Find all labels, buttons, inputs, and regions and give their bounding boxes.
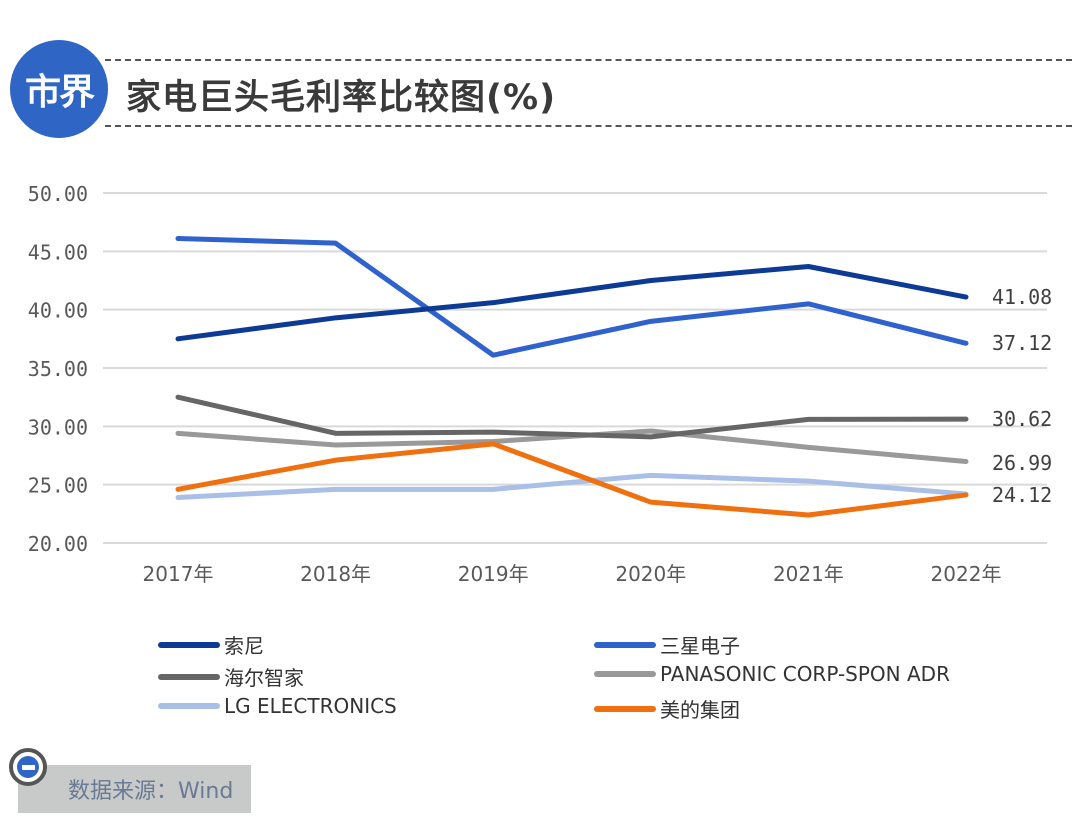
legend-label: 索尼 — [224, 634, 264, 658]
brand-logo-text: 市界 — [24, 72, 95, 113]
series-line — [175, 441, 969, 518]
header-divider-top — [105, 59, 1072, 61]
legend-swatch — [158, 641, 220, 648]
header-divider-bottom — [105, 125, 1072, 127]
legend-label: LG ELECTRONICS — [224, 694, 397, 718]
legend-label: 海尔智家 — [224, 666, 304, 690]
legend-label: PANASONIC CORP-SPON ADR — [660, 662, 950, 686]
end-data-label: 24.12 — [992, 483, 1052, 507]
legend-label: 三星电子 — [660, 634, 740, 658]
brand-logo: 市界 — [10, 40, 108, 138]
series-line — [175, 472, 969, 500]
y-tick-label: 45.00 — [28, 240, 88, 264]
legend-item: PANASONIC CORP-SPON ADR — [594, 662, 950, 686]
end-data-label: 37.12 — [992, 331, 1052, 355]
chart-title: 家电巨头毛利率比较图(%) — [126, 78, 557, 118]
y-tick-label: 50.00 — [28, 182, 88, 206]
x-tick-label: 2018年 — [300, 562, 371, 586]
x-tick-label: 2019年 — [458, 562, 529, 586]
legend-label: 美的集团 — [660, 698, 740, 722]
legend-item: LG ELECTRONICS — [158, 694, 397, 718]
legend-swatch — [158, 673, 220, 680]
y-tick-label: 35.00 — [28, 357, 88, 381]
legend-item: 海尔智家 — [158, 662, 304, 691]
legend-swatch — [594, 671, 656, 677]
series-line — [175, 394, 969, 440]
chart-legend: 索尼 三星电子海尔智家 PANASONIC CORP-SPON ADR LG ELEC… — [158, 630, 1008, 726]
legend-swatch — [594, 641, 656, 648]
legend-swatch — [594, 705, 656, 712]
source-info-icon-inner — [17, 756, 39, 778]
data-source-text: 数据来源：Wind — [68, 779, 234, 804]
x-tick-label: 2017年 — [143, 562, 214, 586]
x-tick-label: 2021年 — [773, 562, 844, 586]
end-data-label: 30.62 — [992, 407, 1052, 431]
y-tick-label: 40.00 — [28, 299, 88, 323]
x-tick-label: 2022年 — [931, 562, 1002, 586]
source-info-icon — [9, 748, 47, 786]
x-tick-label: 2020年 — [615, 562, 686, 586]
legend-item: 索尼 — [158, 630, 264, 659]
legend-item: 美的集团 — [594, 694, 740, 723]
legend-swatch — [158, 703, 220, 709]
y-tick-label: 20.00 — [28, 532, 88, 556]
series-line — [175, 236, 969, 358]
y-tick-label: 25.00 — [28, 474, 88, 498]
line-chart: 50.00 45.00 40.00 35.00 30.00 25.00 20.00 2017年… — [28, 182, 1052, 586]
end-data-label: 26.99 — [992, 451, 1052, 475]
series-line — [175, 264, 969, 342]
source-info-icon-bar — [21, 764, 35, 770]
data-source-badge: 数据来源：Wind — [18, 765, 251, 813]
y-tick-label: 30.00 — [28, 415, 88, 439]
end-data-label: 41.08 — [992, 285, 1052, 309]
legend-item: 三星电子 — [594, 630, 740, 659]
